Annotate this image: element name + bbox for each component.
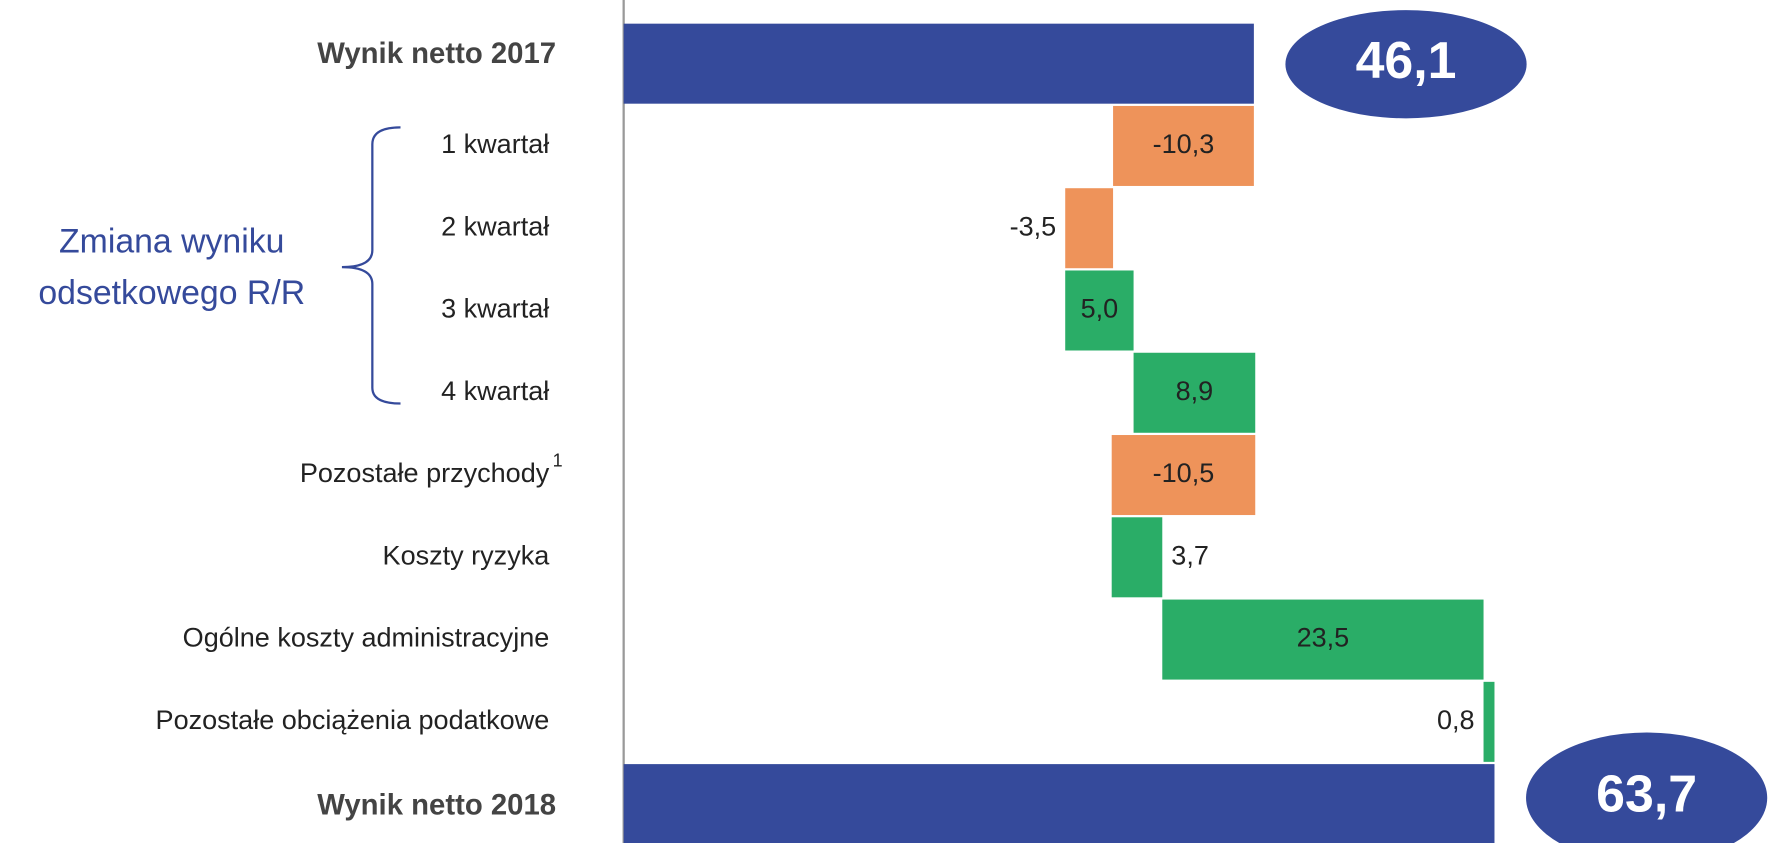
value-label: -10,5 xyxy=(1153,458,1215,488)
category-label: 2 kwartał xyxy=(441,211,549,241)
footnote-mark: 1 xyxy=(553,450,563,470)
bar xyxy=(623,764,1495,843)
category-label: Pozostałe obciążenia podatkowe xyxy=(156,705,550,735)
bar xyxy=(1065,188,1114,269)
category-label: Ogólne koszty administracyjne xyxy=(183,623,550,653)
bar xyxy=(1483,681,1495,762)
category-label: Wynik netto 2018 xyxy=(317,789,556,822)
value-label: 8,9 xyxy=(1176,376,1214,406)
bar xyxy=(1113,105,1254,186)
group-label: Zmiana wyniku xyxy=(59,222,284,260)
bar xyxy=(1133,352,1256,433)
category-label: Pozostałe przychody xyxy=(300,458,550,488)
bar xyxy=(1111,435,1256,516)
category-label: 4 kwartał xyxy=(441,376,549,406)
value-label: 0,8 xyxy=(1437,705,1475,735)
category-label: Wynik netto 2017 xyxy=(317,37,556,70)
value-label: -3,5 xyxy=(1010,211,1057,241)
bar xyxy=(1065,270,1134,351)
bar xyxy=(623,23,1254,104)
bar xyxy=(1162,599,1484,680)
category-label: 3 kwartał xyxy=(441,294,549,324)
value-label: 63,7 xyxy=(1596,765,1697,823)
group-label: odsetkowego R/R xyxy=(38,274,305,312)
value-label: 23,5 xyxy=(1297,623,1350,653)
value-label: 5,0 xyxy=(1081,294,1119,324)
value-label: 3,7 xyxy=(1171,540,1209,570)
total-badge xyxy=(1526,732,1768,843)
group-brace xyxy=(341,126,401,405)
value-label: -10,3 xyxy=(1153,129,1215,159)
total-badge xyxy=(1285,10,1527,119)
category-label: 1 kwartał xyxy=(441,129,549,159)
category-label: Koszty ryzyka xyxy=(383,540,551,570)
value-label: 46,1 xyxy=(1356,31,1457,89)
bar xyxy=(1111,517,1163,598)
